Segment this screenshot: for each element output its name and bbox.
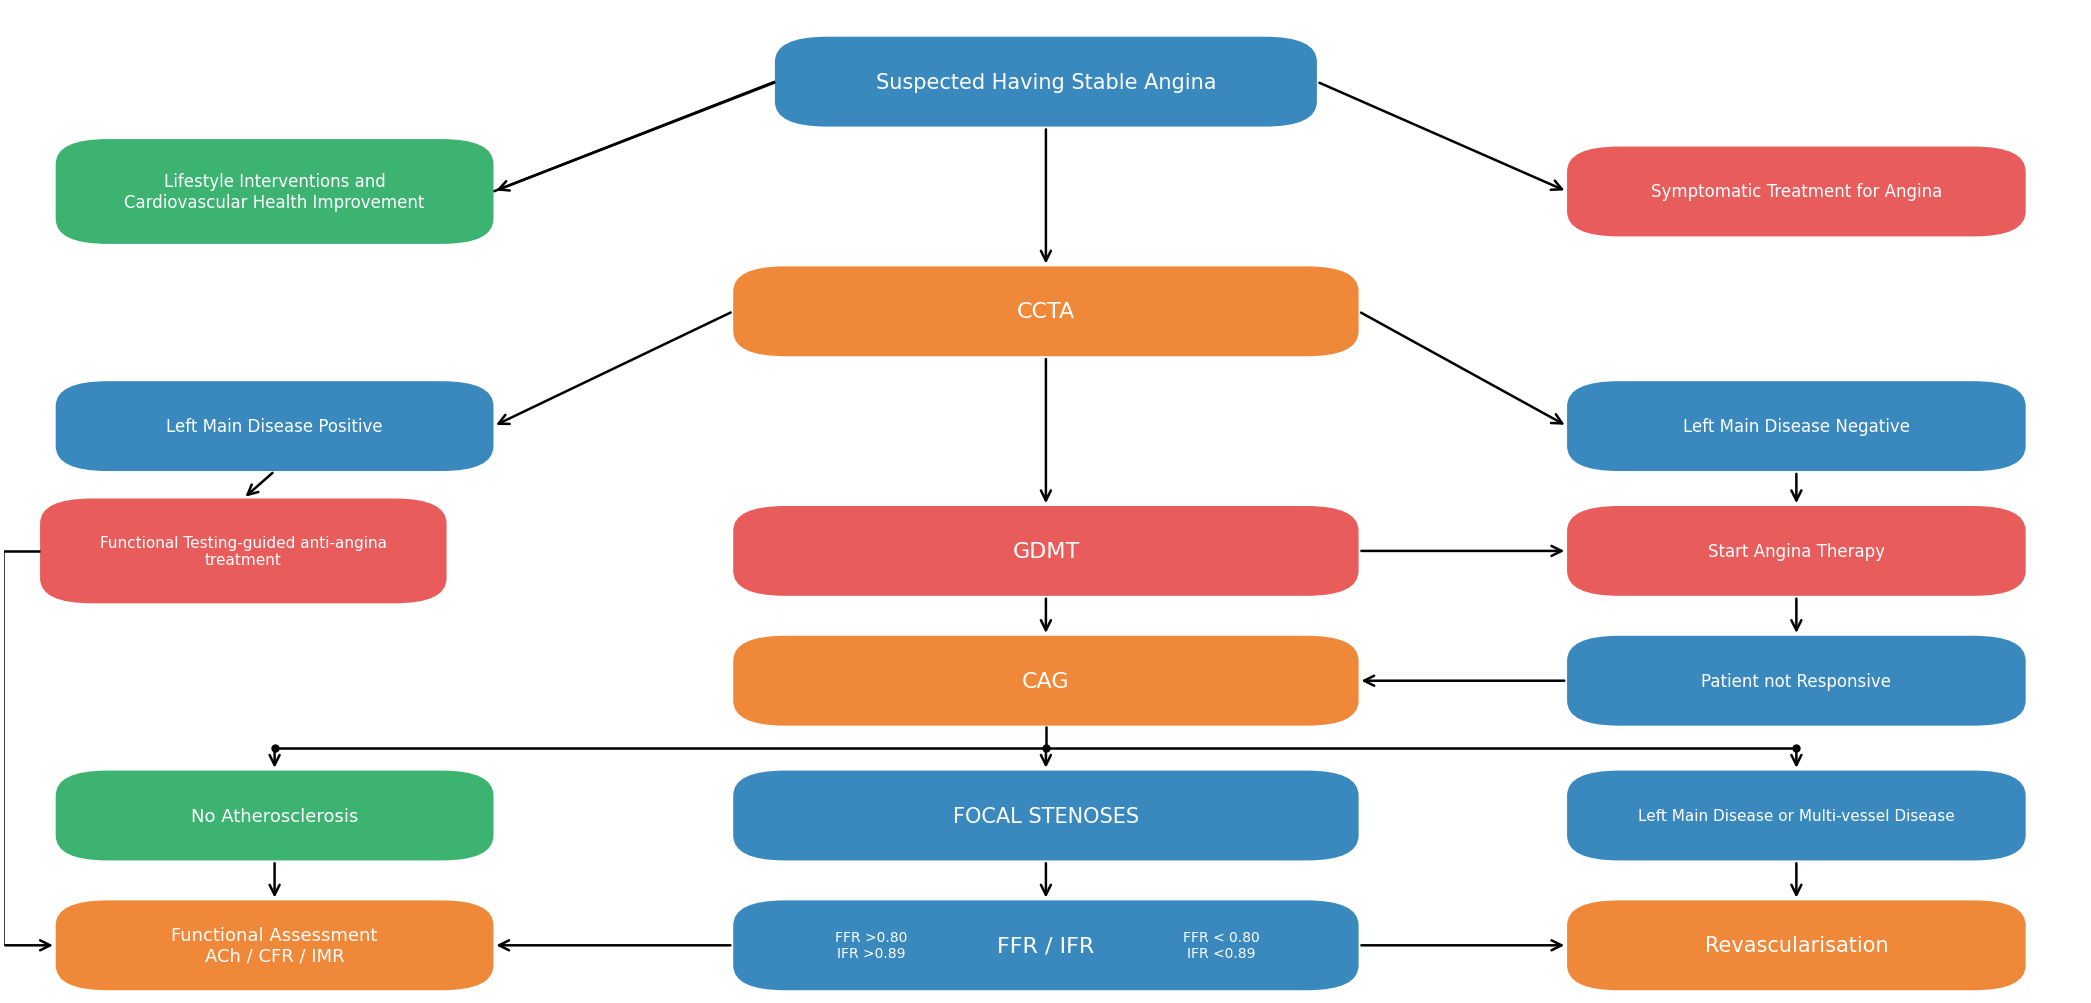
Text: Functional Assessment
ACh / CFR / IMR: Functional Assessment ACh / CFR / IMR: [171, 926, 378, 965]
Text: Left Main Disease Negative: Left Main Disease Negative: [1683, 417, 1909, 435]
FancyBboxPatch shape: [776, 38, 1317, 127]
FancyBboxPatch shape: [40, 499, 447, 604]
FancyBboxPatch shape: [56, 901, 493, 990]
FancyBboxPatch shape: [734, 636, 1359, 726]
Text: Revascularisation: Revascularisation: [1704, 936, 1888, 955]
Text: CCTA: CCTA: [1016, 302, 1075, 322]
FancyBboxPatch shape: [56, 382, 493, 471]
FancyBboxPatch shape: [734, 901, 1359, 990]
Text: Functional Testing-guided anti-angina
treatment: Functional Testing-guided anti-angina tr…: [100, 536, 387, 568]
Text: Patient not Responsive: Patient not Responsive: [1702, 672, 1892, 690]
Text: No Atherosclerosis: No Atherosclerosis: [190, 806, 358, 824]
Text: CAG: CAG: [1022, 671, 1071, 691]
Text: Lifestyle Interventions and
Cardiovascular Health Improvement: Lifestyle Interventions and Cardiovascul…: [123, 173, 424, 212]
Text: GDMT: GDMT: [1012, 542, 1079, 562]
FancyBboxPatch shape: [56, 771, 493, 861]
FancyBboxPatch shape: [56, 140, 493, 245]
Text: FFR >0.80
IFR >0.89: FFR >0.80 IFR >0.89: [834, 930, 907, 961]
Text: Left Main Disease Positive: Left Main Disease Positive: [167, 417, 383, 435]
FancyBboxPatch shape: [1566, 507, 2026, 596]
Text: Left Main Disease or Multi-vessel Disease: Left Main Disease or Multi-vessel Diseas…: [1637, 808, 1955, 823]
Text: Symptomatic Treatment for Angina: Symptomatic Treatment for Angina: [1650, 184, 1943, 202]
FancyBboxPatch shape: [734, 771, 1359, 861]
FancyBboxPatch shape: [1566, 382, 2026, 471]
Text: Start Angina Therapy: Start Angina Therapy: [1708, 543, 1884, 561]
FancyBboxPatch shape: [734, 267, 1359, 357]
Text: FFR < 0.80
IFR <0.89: FFR < 0.80 IFR <0.89: [1184, 930, 1259, 961]
Text: Suspected Having Stable Angina: Suspected Having Stable Angina: [876, 72, 1217, 92]
FancyBboxPatch shape: [1566, 147, 2026, 237]
FancyBboxPatch shape: [1566, 901, 2026, 990]
FancyBboxPatch shape: [1566, 636, 2026, 726]
FancyBboxPatch shape: [1566, 771, 2026, 861]
Text: FOCAL STENOSES: FOCAL STENOSES: [953, 805, 1140, 825]
FancyBboxPatch shape: [734, 507, 1359, 596]
Text: FFR / IFR: FFR / IFR: [997, 936, 1094, 955]
